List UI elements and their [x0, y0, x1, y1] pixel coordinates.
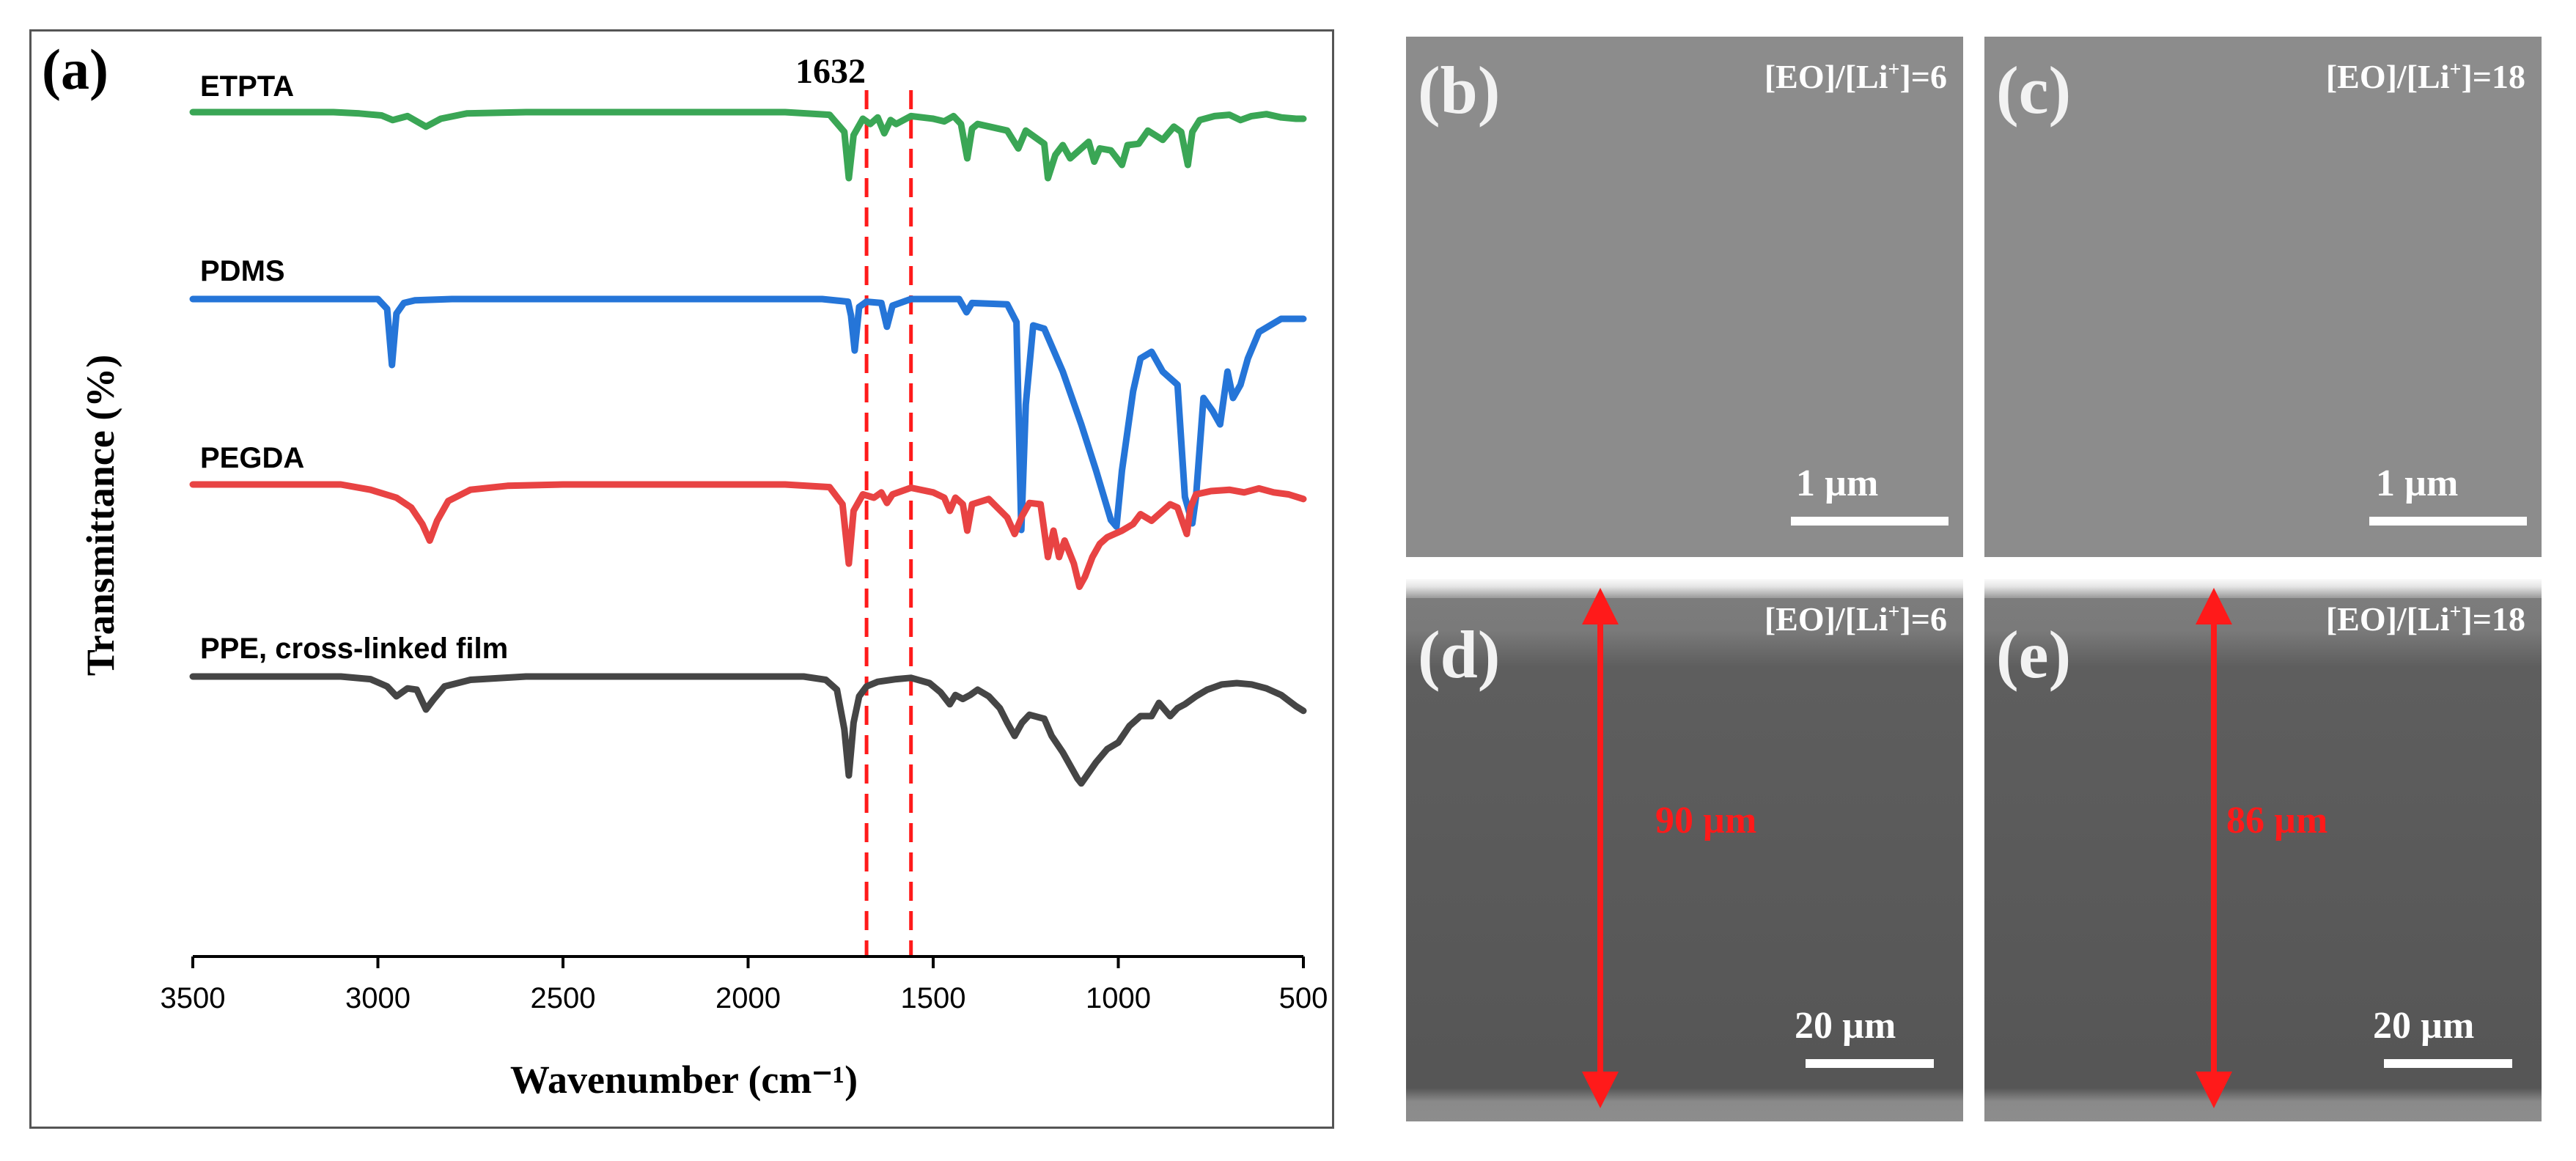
eo-li-ratio-label: [EO]/[Li+]=18: [2325, 600, 2525, 638]
series-label: PEGDA: [200, 442, 304, 474]
scale-bar-label: 1 µm: [2376, 462, 2459, 504]
series-label: PPE, cross-linked film: [200, 633, 508, 665]
panel-letter: (b): [1418, 53, 1501, 128]
series-label: PDMS: [200, 255, 285, 287]
series-line-pegda: [189, 481, 1307, 590]
series-line-ppe: [189, 673, 1307, 787]
substrate: [1406, 1088, 1963, 1121]
eo-li-ratio-label: [EO]/[Li+]=6: [1764, 58, 1947, 95]
scale-bar-label: 20 µm: [1795, 1005, 1896, 1047]
y-axis-title: Transmittance (%): [78, 355, 122, 676]
film-top-edge: [1406, 579, 1963, 598]
scale-bar-label: 20 µm: [2373, 1005, 2475, 1047]
thickness-label: 86 µm: [2226, 800, 2328, 841]
x-tick-label: 500: [1279, 982, 1328, 1014]
thickness-arrow: [1582, 588, 1619, 1108]
x-tick-label: 1000: [1086, 982, 1151, 1014]
x-axis-title: Wavenumber (cm⁻¹): [510, 1058, 858, 1102]
sem-panel-b: (b) [EO]/[Li+]=6 1 µm: [1406, 37, 1963, 557]
scale-bar: [1806, 1059, 1934, 1068]
x-tick-label: 3000: [345, 982, 411, 1014]
panel-label: (a): [42, 37, 108, 101]
ftir-panel: ETPTA PDMS PEGDA PPE, cross-linked film 350…: [29, 29, 1334, 1129]
spectra-series: ETPTA PDMS PEGDA PPE, cross-linked film: [189, 70, 1307, 787]
scale-bar-label: 1 µm: [1796, 462, 1879, 504]
series-line-etpta: [189, 108, 1307, 182]
thickness-label: 90 µm: [1655, 800, 1757, 841]
sem-panel-c: (c) [EO]/[Li+]=18 1 µm: [1984, 37, 2542, 557]
film-top-edge: [1984, 579, 2542, 598]
x-axis: 3500 3000 2500 2000 1500 1000 500: [161, 955, 1328, 1014]
ftir-chart: ETPTA PDMS PEGDA PPE, cross-linked film 350…: [42, 37, 1328, 1102]
scale-bar: [2384, 1059, 2512, 1068]
panel-letter: (e): [1996, 617, 2072, 692]
sem-panel-e: (e) [EO]/[Li+]=18 86 µm 20 µm: [1984, 579, 2542, 1121]
annotation-label: 1632: [795, 52, 866, 91]
x-tick-label: 2000: [715, 982, 781, 1014]
panel-letter: (d): [1418, 617, 1501, 692]
eo-li-ratio-label: [EO]/[Li+]=18: [2325, 58, 2525, 95]
x-tick-label: 2500: [531, 982, 596, 1014]
series-label: ETPTA: [200, 70, 294, 103]
substrate: [1984, 1088, 2542, 1121]
x-tick-label: 1500: [901, 982, 966, 1014]
x-tick-label: 3500: [161, 982, 226, 1014]
panel-letter: (c): [1996, 53, 2072, 128]
thickness-arrow: [2196, 588, 2232, 1108]
series-line-pdms: [189, 295, 1307, 534]
reference-lines: [864, 90, 913, 957]
sem-panel-d: (d) [EO]/[Li+]=6 90 µm 20 µm: [1406, 579, 1963, 1121]
eo-li-ratio-label: [EO]/[Li+]=6: [1764, 600, 1947, 638]
scale-bar: [1791, 517, 1948, 526]
scale-bar: [2369, 517, 2527, 526]
